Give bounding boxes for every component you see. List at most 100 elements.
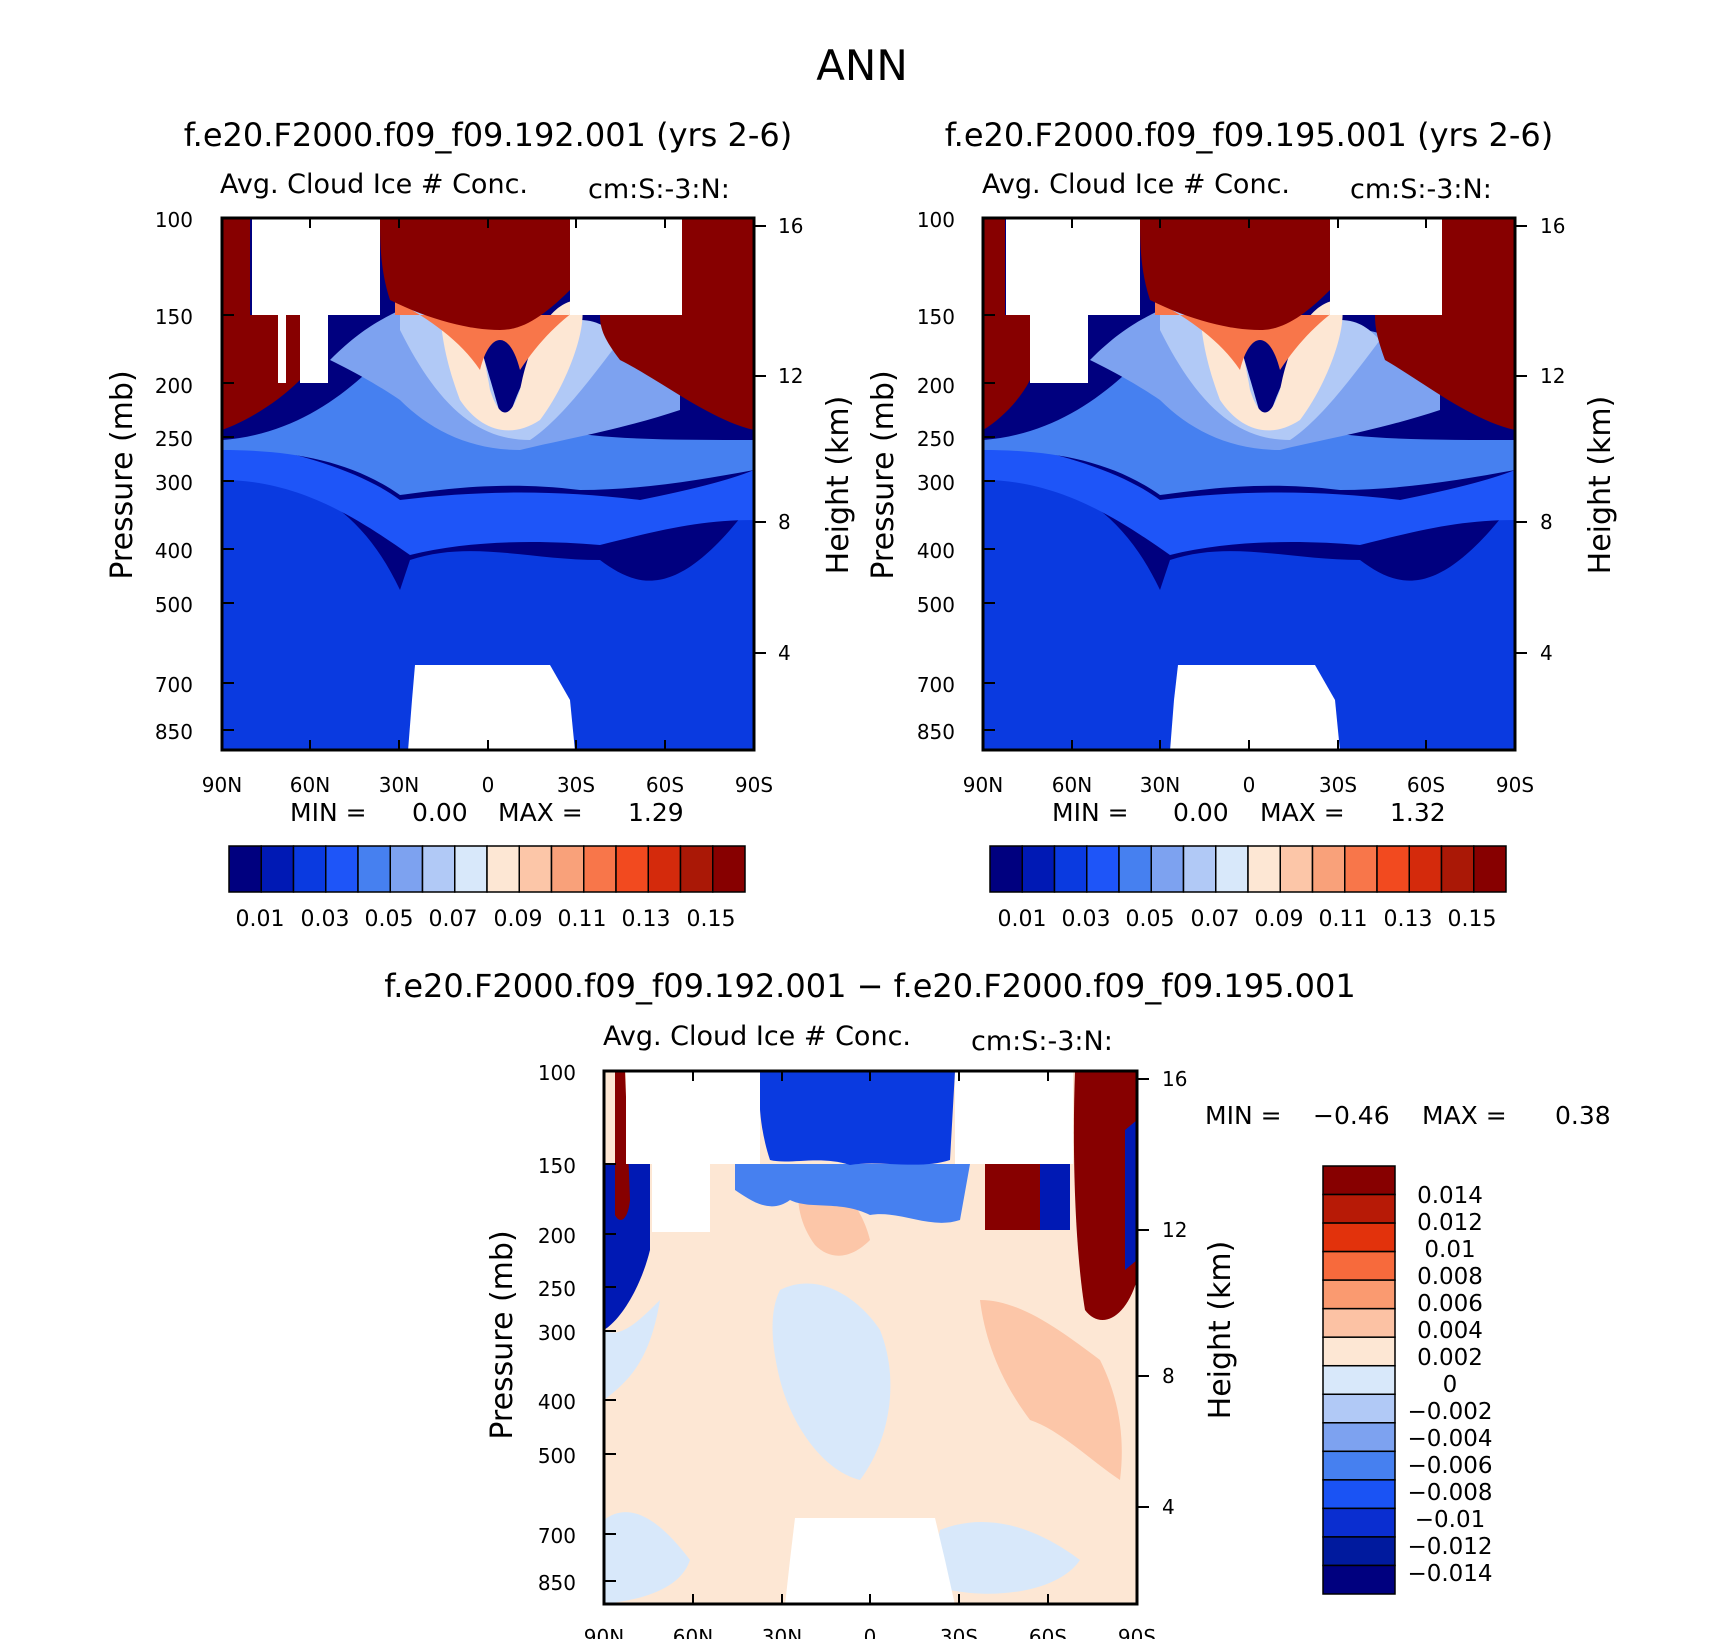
y-axis-label: Pressure (mb) <box>866 370 901 579</box>
contour-fill <box>1375 218 1515 430</box>
x-tick-label: 0 <box>864 1625 877 1639</box>
missing-data-region <box>1330 219 1442 315</box>
y-right-tick-label: 16 <box>1162 1067 1187 1091</box>
colorbar-swatch <box>518 845 553 893</box>
x-tick-label: 0 <box>1243 773 1256 797</box>
missing-data-region <box>1006 219 1140 315</box>
contour-fill <box>983 440 1515 555</box>
contour-fill <box>938 1521 1080 1594</box>
colorbar-swatch <box>1408 845 1443 893</box>
min-label: MIN = <box>290 798 367 827</box>
colorbar-label: −0.008 <box>1407 1480 1492 1506</box>
contour-fill <box>983 218 1030 430</box>
colorbar-swatch <box>325 845 359 893</box>
y-tick-label: 850 <box>155 720 193 744</box>
colorbar-label: 0.004 <box>1417 1318 1483 1344</box>
colorbar-swatch <box>1322 1479 1396 1510</box>
contour-fill <box>222 440 754 555</box>
missing-data-region <box>955 1072 1073 1164</box>
x-tick-label: 60N <box>673 1625 713 1639</box>
max-value: 1.29 <box>628 798 684 827</box>
min-value: 0.00 <box>1173 798 1229 827</box>
y-tick-label: 200 <box>917 374 955 398</box>
y-tick-label: 100 <box>917 208 955 232</box>
colorbar-label: −0.004 <box>1407 1426 1492 1452</box>
colorbar-label: 0.01 <box>236 907 285 932</box>
colorbar-label: 0.014 <box>1417 1183 1483 1209</box>
colorbar-swatch <box>1021 845 1056 893</box>
max-label: MAX = <box>1422 1101 1507 1130</box>
colorbar-swatch <box>1322 1307 1396 1338</box>
colorbar-swatch <box>989 845 1023 893</box>
contour-fill <box>1140 218 1330 330</box>
y-right-tick-label: 16 <box>778 214 803 238</box>
missing-data-region <box>652 1164 710 1232</box>
y-axis-right-ticks: 16 12 8 4 <box>754 214 803 665</box>
y-tick-label: 400 <box>155 539 193 563</box>
y-tick-label: 250 <box>917 427 955 451</box>
colorbar-swatch <box>1322 1536 1396 1567</box>
x-tick-label: 60N <box>290 773 330 797</box>
contour-fill <box>1125 1120 1137 1270</box>
colorbar-swatch <box>1376 845 1410 893</box>
colorbar-swatch <box>292 845 327 893</box>
contour-fill <box>600 218 754 430</box>
y-axis-label: Pressure (mb) <box>105 370 140 579</box>
min-value: 0.00 <box>412 798 468 827</box>
colorbar-swatch <box>583 845 617 893</box>
colorbar-swatch <box>1322 1564 1396 1595</box>
contour-fill <box>604 1512 690 1604</box>
plot-area <box>222 218 754 751</box>
y-tick-label: 700 <box>917 673 955 697</box>
colorbar: 0.01 0.03 0.05 0.07 0.09 0.11 0.13 0.15 <box>989 845 1507 932</box>
y-tick-label: 850 <box>538 1571 576 1595</box>
contour-fill <box>222 360 754 495</box>
panel-title: f.e20.F2000.f09_f09.192.001 (yrs 2-6) <box>184 116 793 154</box>
x-tick-label: 60S <box>646 773 684 797</box>
min-label: MIN = <box>1052 798 1129 827</box>
colorbar-swatch <box>550 845 585 893</box>
missing-data-region <box>1170 665 1340 751</box>
y-tick-label: 300 <box>155 471 193 495</box>
contour-fill <box>1040 1164 1070 1230</box>
max-value: 0.38 <box>1555 1101 1611 1130</box>
y-right-tick-label: 12 <box>1540 364 1565 388</box>
colorbar-label: 0.13 <box>1384 907 1433 932</box>
colorbar-label: 0.002 <box>1417 1345 1483 1371</box>
y-tick-label: 150 <box>917 305 955 329</box>
y-tick-label: 700 <box>538 1524 576 1548</box>
contour-fill <box>1073 1071 1137 1320</box>
colorbar: 0.014 0.012 0.01 0.008 0.006 0.004 0.002… <box>1322 1165 1493 1595</box>
plot-area <box>983 218 1515 751</box>
colorbar-swatch <box>1322 1507 1396 1538</box>
x-tick-label: 30N <box>1140 773 1180 797</box>
y-right-tick-label: 8 <box>1162 1364 1175 1388</box>
min-max-readout: MIN = 0.00 MAX = 1.29 <box>290 798 684 827</box>
x-tick-label: 30S <box>940 1625 978 1639</box>
min-max-readout: MIN = 0.00 MAX = 1.32 <box>1052 798 1446 827</box>
x-tick-label: 30N <box>762 1625 802 1639</box>
x-tick-label: 60S <box>1029 1625 1067 1639</box>
colorbar-label: 0 <box>1443 1372 1458 1398</box>
y-tick-marks <box>983 314 995 731</box>
y-right-tick-marks <box>754 225 766 654</box>
colorbar-swatch <box>1344 845 1378 893</box>
contour-fill <box>985 1164 1040 1230</box>
colorbar-label: 0.012 <box>1417 1210 1483 1236</box>
panel-title: f.e20.F2000.f09_f09.192.001 − f.e20.F200… <box>384 967 1356 1005</box>
missing-data-region <box>570 219 682 315</box>
contour-fill <box>380 218 570 330</box>
colorbar-label: 0.05 <box>365 907 414 932</box>
colorbar-swatch <box>1247 845 1281 893</box>
colorbar-label: 0.09 <box>1255 907 1304 932</box>
contour-fill <box>222 470 754 750</box>
y-axis-right-label: Height (km) <box>821 396 856 575</box>
colorbar-label: 0.006 <box>1417 1291 1483 1317</box>
colorbar-swatch <box>1215 845 1249 893</box>
y-axis-right-label: Height (km) <box>1583 396 1618 575</box>
x-axis-ticks: 90N 60N 30N 0 30S 60S 90S <box>584 1071 1156 1639</box>
contour-fill <box>983 360 1515 495</box>
units-label: cm:S:-3:N: <box>588 174 730 205</box>
variable-label: Avg. Cloud Ice # Conc. <box>982 169 1290 200</box>
colorbar-swatch <box>1322 1279 1396 1310</box>
